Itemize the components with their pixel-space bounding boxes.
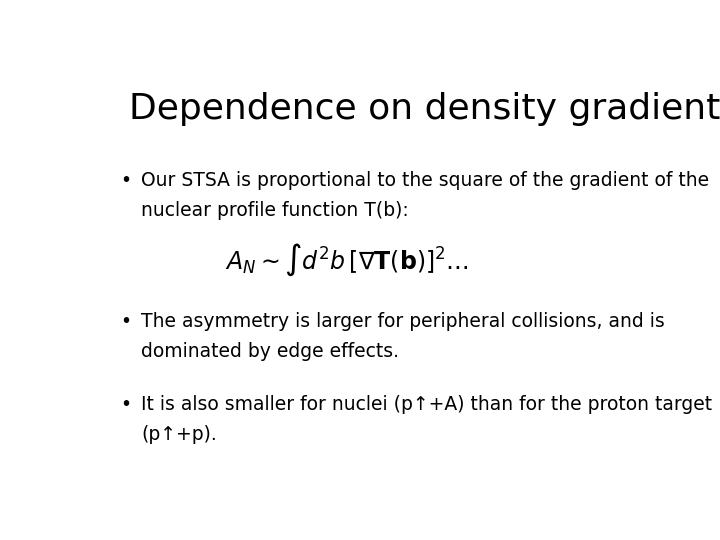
- Text: Our STSA is proportional to the square of the gradient of the: Our STSA is proportional to the square o…: [141, 171, 709, 190]
- Text: •: •: [121, 395, 132, 414]
- Text: •: •: [121, 312, 132, 331]
- Text: •: •: [121, 171, 132, 190]
- Text: dominated by edge effects.: dominated by edge effects.: [141, 342, 400, 361]
- Text: Dependence on density gradient: Dependence on density gradient: [129, 92, 720, 126]
- Text: The asymmetry is larger for peripheral collisions, and is: The asymmetry is larger for peripheral c…: [141, 312, 665, 331]
- Text: nuclear profile function T(b):: nuclear profile function T(b):: [141, 201, 409, 220]
- Text: (p↑+p).: (p↑+p).: [141, 426, 217, 444]
- Text: It is also smaller for nuclei (p↑+A) than for the proton target: It is also smaller for nuclei (p↑+A) tha…: [141, 395, 713, 414]
- Text: $A_N \sim \int d^2b\,[\nabla\mathbf{T}(\mathbf{b})]^2\ldots$: $A_N \sim \int d^2b\,[\nabla\mathbf{T}(\…: [225, 241, 469, 278]
